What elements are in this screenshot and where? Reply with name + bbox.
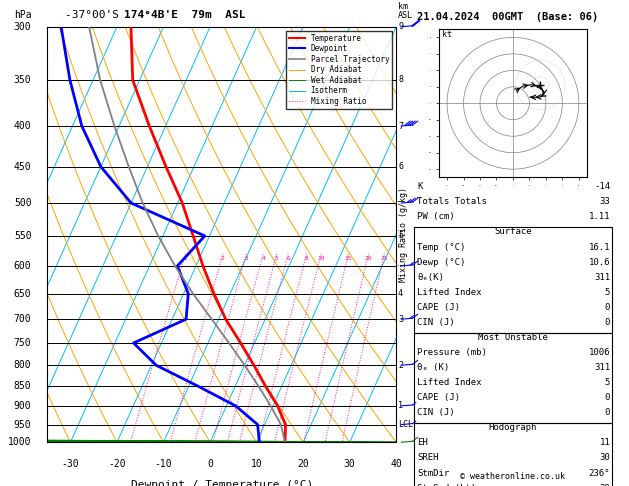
Text: 450: 450	[14, 162, 31, 172]
Text: Hodograph: Hodograph	[489, 423, 537, 433]
Text: 500: 500	[14, 198, 31, 208]
Text: LCL: LCL	[398, 420, 413, 429]
Text: Most Unstable: Most Unstable	[478, 333, 548, 342]
Text: 5: 5	[604, 288, 610, 297]
Text: 6: 6	[398, 162, 403, 171]
Text: 10: 10	[317, 256, 325, 261]
Text: 0: 0	[604, 318, 610, 327]
Text: 20: 20	[365, 256, 372, 261]
Text: 300: 300	[14, 22, 31, 32]
Text: EH: EH	[417, 438, 428, 448]
Text: Dewpoint / Temperature (°C): Dewpoint / Temperature (°C)	[131, 480, 313, 486]
Text: Surface: Surface	[494, 227, 532, 237]
Text: 1: 1	[184, 256, 187, 261]
Text: 900: 900	[14, 401, 31, 411]
Text: Pressure (mb): Pressure (mb)	[417, 348, 487, 357]
Text: K: K	[417, 182, 423, 191]
Text: 11: 11	[599, 438, 610, 448]
Text: 5: 5	[398, 231, 403, 241]
Text: 3: 3	[398, 314, 403, 324]
Text: 3: 3	[244, 256, 248, 261]
Text: 7: 7	[398, 122, 403, 131]
Text: StmDir: StmDir	[417, 469, 449, 478]
Text: 2: 2	[398, 361, 403, 370]
Text: Lifted Index: Lifted Index	[417, 378, 482, 387]
Text: 21.04.2024  00GMT  (Base: 06): 21.04.2024 00GMT (Base: 06)	[417, 12, 598, 22]
Text: 30: 30	[599, 453, 610, 463]
Text: 10.6: 10.6	[589, 258, 610, 267]
Text: 10: 10	[251, 459, 262, 469]
Legend: Temperature, Dewpoint, Parcel Trajectory, Dry Adiabat, Wet Adiabat, Isotherm, Mi: Temperature, Dewpoint, Parcel Trajectory…	[286, 31, 392, 109]
Text: 30: 30	[344, 459, 355, 469]
Text: Lifted Index: Lifted Index	[417, 288, 482, 297]
Text: 1000: 1000	[8, 437, 31, 447]
Text: 25: 25	[381, 256, 388, 261]
Text: 550: 550	[14, 231, 31, 241]
Text: 174°4B'E  79m  ASL: 174°4B'E 79m ASL	[124, 11, 245, 20]
Text: CAPE (J): CAPE (J)	[417, 393, 460, 402]
Text: 400: 400	[14, 121, 31, 131]
Text: 800: 800	[14, 360, 31, 370]
Text: 5: 5	[275, 256, 279, 261]
Text: 20: 20	[298, 459, 309, 469]
Text: 33: 33	[599, 197, 610, 207]
Text: Mixing Ratio (g/kg): Mixing Ratio (g/kg)	[399, 187, 408, 282]
Text: -10: -10	[155, 459, 172, 469]
Text: 5: 5	[604, 378, 610, 387]
Text: -30: -30	[62, 459, 79, 469]
Text: km
ASL: km ASL	[398, 2, 413, 20]
Text: θₑ(K): θₑ(K)	[417, 273, 444, 282]
Text: 6: 6	[286, 256, 290, 261]
Text: 0: 0	[207, 459, 213, 469]
Text: 40: 40	[391, 459, 402, 469]
Text: 1.11: 1.11	[589, 212, 610, 222]
Text: CIN (J): CIN (J)	[417, 408, 455, 417]
Text: -37°00'S: -37°00'S	[65, 11, 132, 20]
Text: 0: 0	[604, 408, 610, 417]
Text: 650: 650	[14, 289, 31, 298]
Text: 2: 2	[221, 256, 225, 261]
Text: θₑ (K): θₑ (K)	[417, 363, 449, 372]
Text: 0: 0	[604, 393, 610, 402]
Text: 311: 311	[594, 273, 610, 282]
Text: 1: 1	[398, 401, 403, 410]
Text: 4: 4	[261, 256, 265, 261]
Text: CAPE (J): CAPE (J)	[417, 303, 460, 312]
Text: Dewp (°C): Dewp (°C)	[417, 258, 465, 267]
Text: Totals Totals: Totals Totals	[417, 197, 487, 207]
Text: 9: 9	[398, 22, 403, 31]
Text: CIN (J): CIN (J)	[417, 318, 455, 327]
Text: 750: 750	[14, 338, 31, 348]
Text: 8: 8	[398, 75, 403, 85]
Text: © weatheronline.co.uk: © weatheronline.co.uk	[460, 472, 565, 481]
Text: kt: kt	[442, 31, 452, 39]
Text: -14: -14	[594, 182, 610, 191]
Text: 700: 700	[14, 314, 31, 324]
Text: 950: 950	[14, 419, 31, 430]
Text: 8: 8	[304, 256, 308, 261]
Text: 236°: 236°	[589, 469, 610, 478]
Text: Temp (°C): Temp (°C)	[417, 243, 465, 252]
Text: 1006: 1006	[589, 348, 610, 357]
Text: 311: 311	[594, 363, 610, 372]
Text: 20: 20	[599, 484, 610, 486]
Text: -20: -20	[108, 459, 126, 469]
Text: SREH: SREH	[417, 453, 438, 463]
Text: 15: 15	[345, 256, 352, 261]
Text: 850: 850	[14, 381, 31, 391]
Text: 350: 350	[14, 75, 31, 85]
Text: 0: 0	[604, 303, 610, 312]
Text: 16.1: 16.1	[589, 243, 610, 252]
Text: 4: 4	[398, 289, 403, 298]
Text: PW (cm): PW (cm)	[417, 212, 455, 222]
Text: hPa: hPa	[14, 11, 31, 20]
Text: StmSpd (kt): StmSpd (kt)	[417, 484, 476, 486]
Text: 600: 600	[14, 261, 31, 271]
